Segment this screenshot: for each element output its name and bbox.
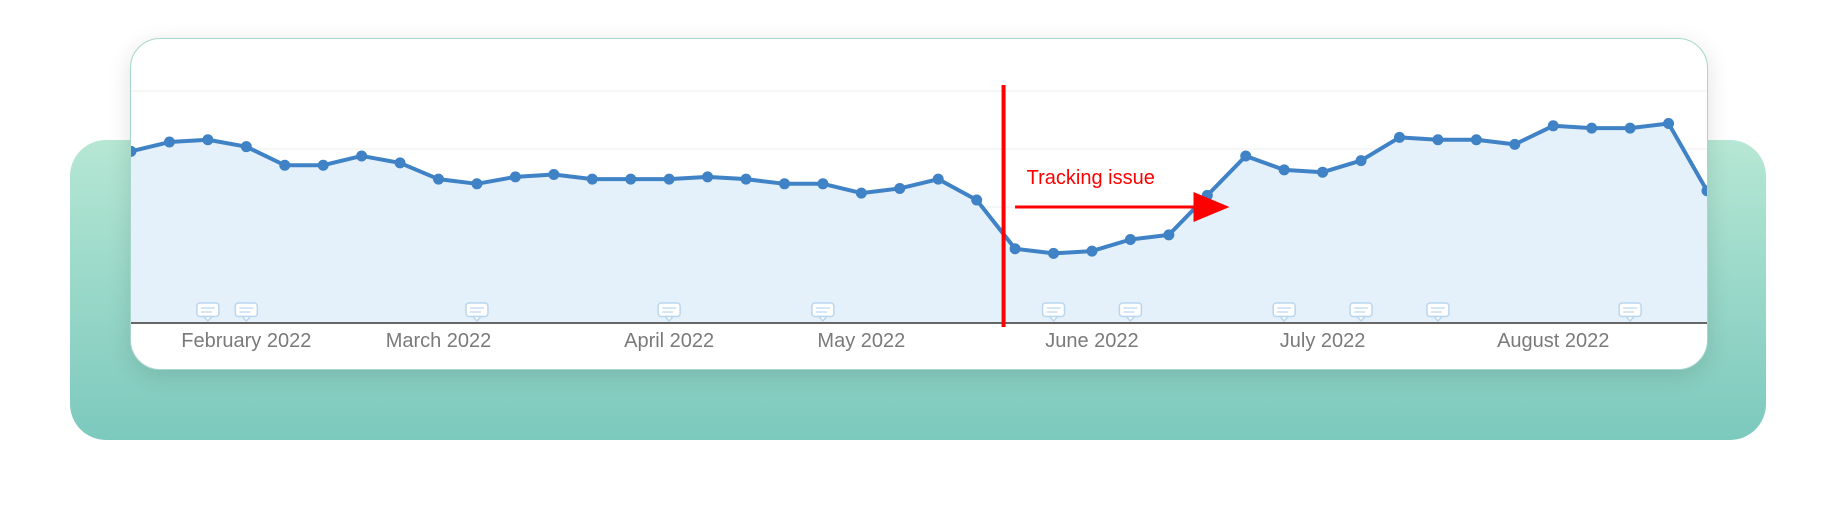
data-point (818, 179, 828, 189)
data-point (1010, 244, 1020, 254)
data-point (895, 183, 905, 193)
data-point (1318, 167, 1328, 177)
annotation-label: Tracking issue (1027, 167, 1155, 189)
data-point (626, 174, 636, 184)
data-point (703, 172, 713, 182)
data-point (1548, 121, 1558, 131)
x-axis-label: July 2022 (1280, 330, 1366, 352)
data-point (1241, 151, 1251, 161)
x-axis-label: May 2022 (817, 330, 905, 352)
x-axis-label: August 2022 (1497, 330, 1609, 352)
data-point (1394, 132, 1404, 142)
data-point (1164, 230, 1174, 240)
data-point (1664, 118, 1674, 128)
x-axis-label: June 2022 (1045, 330, 1138, 352)
chart-area-fill (131, 123, 1707, 323)
data-point (779, 179, 789, 189)
data-point (1471, 135, 1481, 145)
data-point (1625, 123, 1635, 133)
data-point (1049, 248, 1059, 258)
analytics-line-chart: Tracking issue February 2022 March 2022 Apr… (131, 39, 1707, 369)
x-axis-label: March 2022 (386, 330, 492, 352)
data-point (664, 174, 674, 184)
data-point (1125, 234, 1135, 244)
data-point (1433, 135, 1443, 145)
data-point (1356, 156, 1366, 166)
data-point (203, 135, 213, 145)
data-point (1279, 165, 1289, 175)
data-point (856, 188, 866, 198)
data-point (510, 172, 520, 182)
x-axis-label: February 2022 (181, 330, 311, 352)
chart-card: Tracking issue February 2022 March 2022 Apr… (130, 38, 1708, 370)
data-point (434, 174, 444, 184)
data-point (241, 142, 251, 152)
data-point (280, 160, 290, 170)
x-axis-label: April 2022 (624, 330, 714, 352)
data-point (318, 160, 328, 170)
data-point (1087, 246, 1097, 256)
data-point (741, 174, 751, 184)
data-point (472, 179, 482, 189)
data-point (972, 195, 982, 205)
data-point (1510, 139, 1520, 149)
data-point (1202, 190, 1212, 200)
data-point (549, 170, 559, 180)
data-point (1587, 123, 1597, 133)
data-point (587, 174, 597, 184)
stage: Tracking issue February 2022 March 2022 Apr… (0, 0, 1836, 517)
data-point (357, 151, 367, 161)
data-point (164, 137, 174, 147)
data-point (395, 158, 405, 168)
data-point (933, 174, 943, 184)
